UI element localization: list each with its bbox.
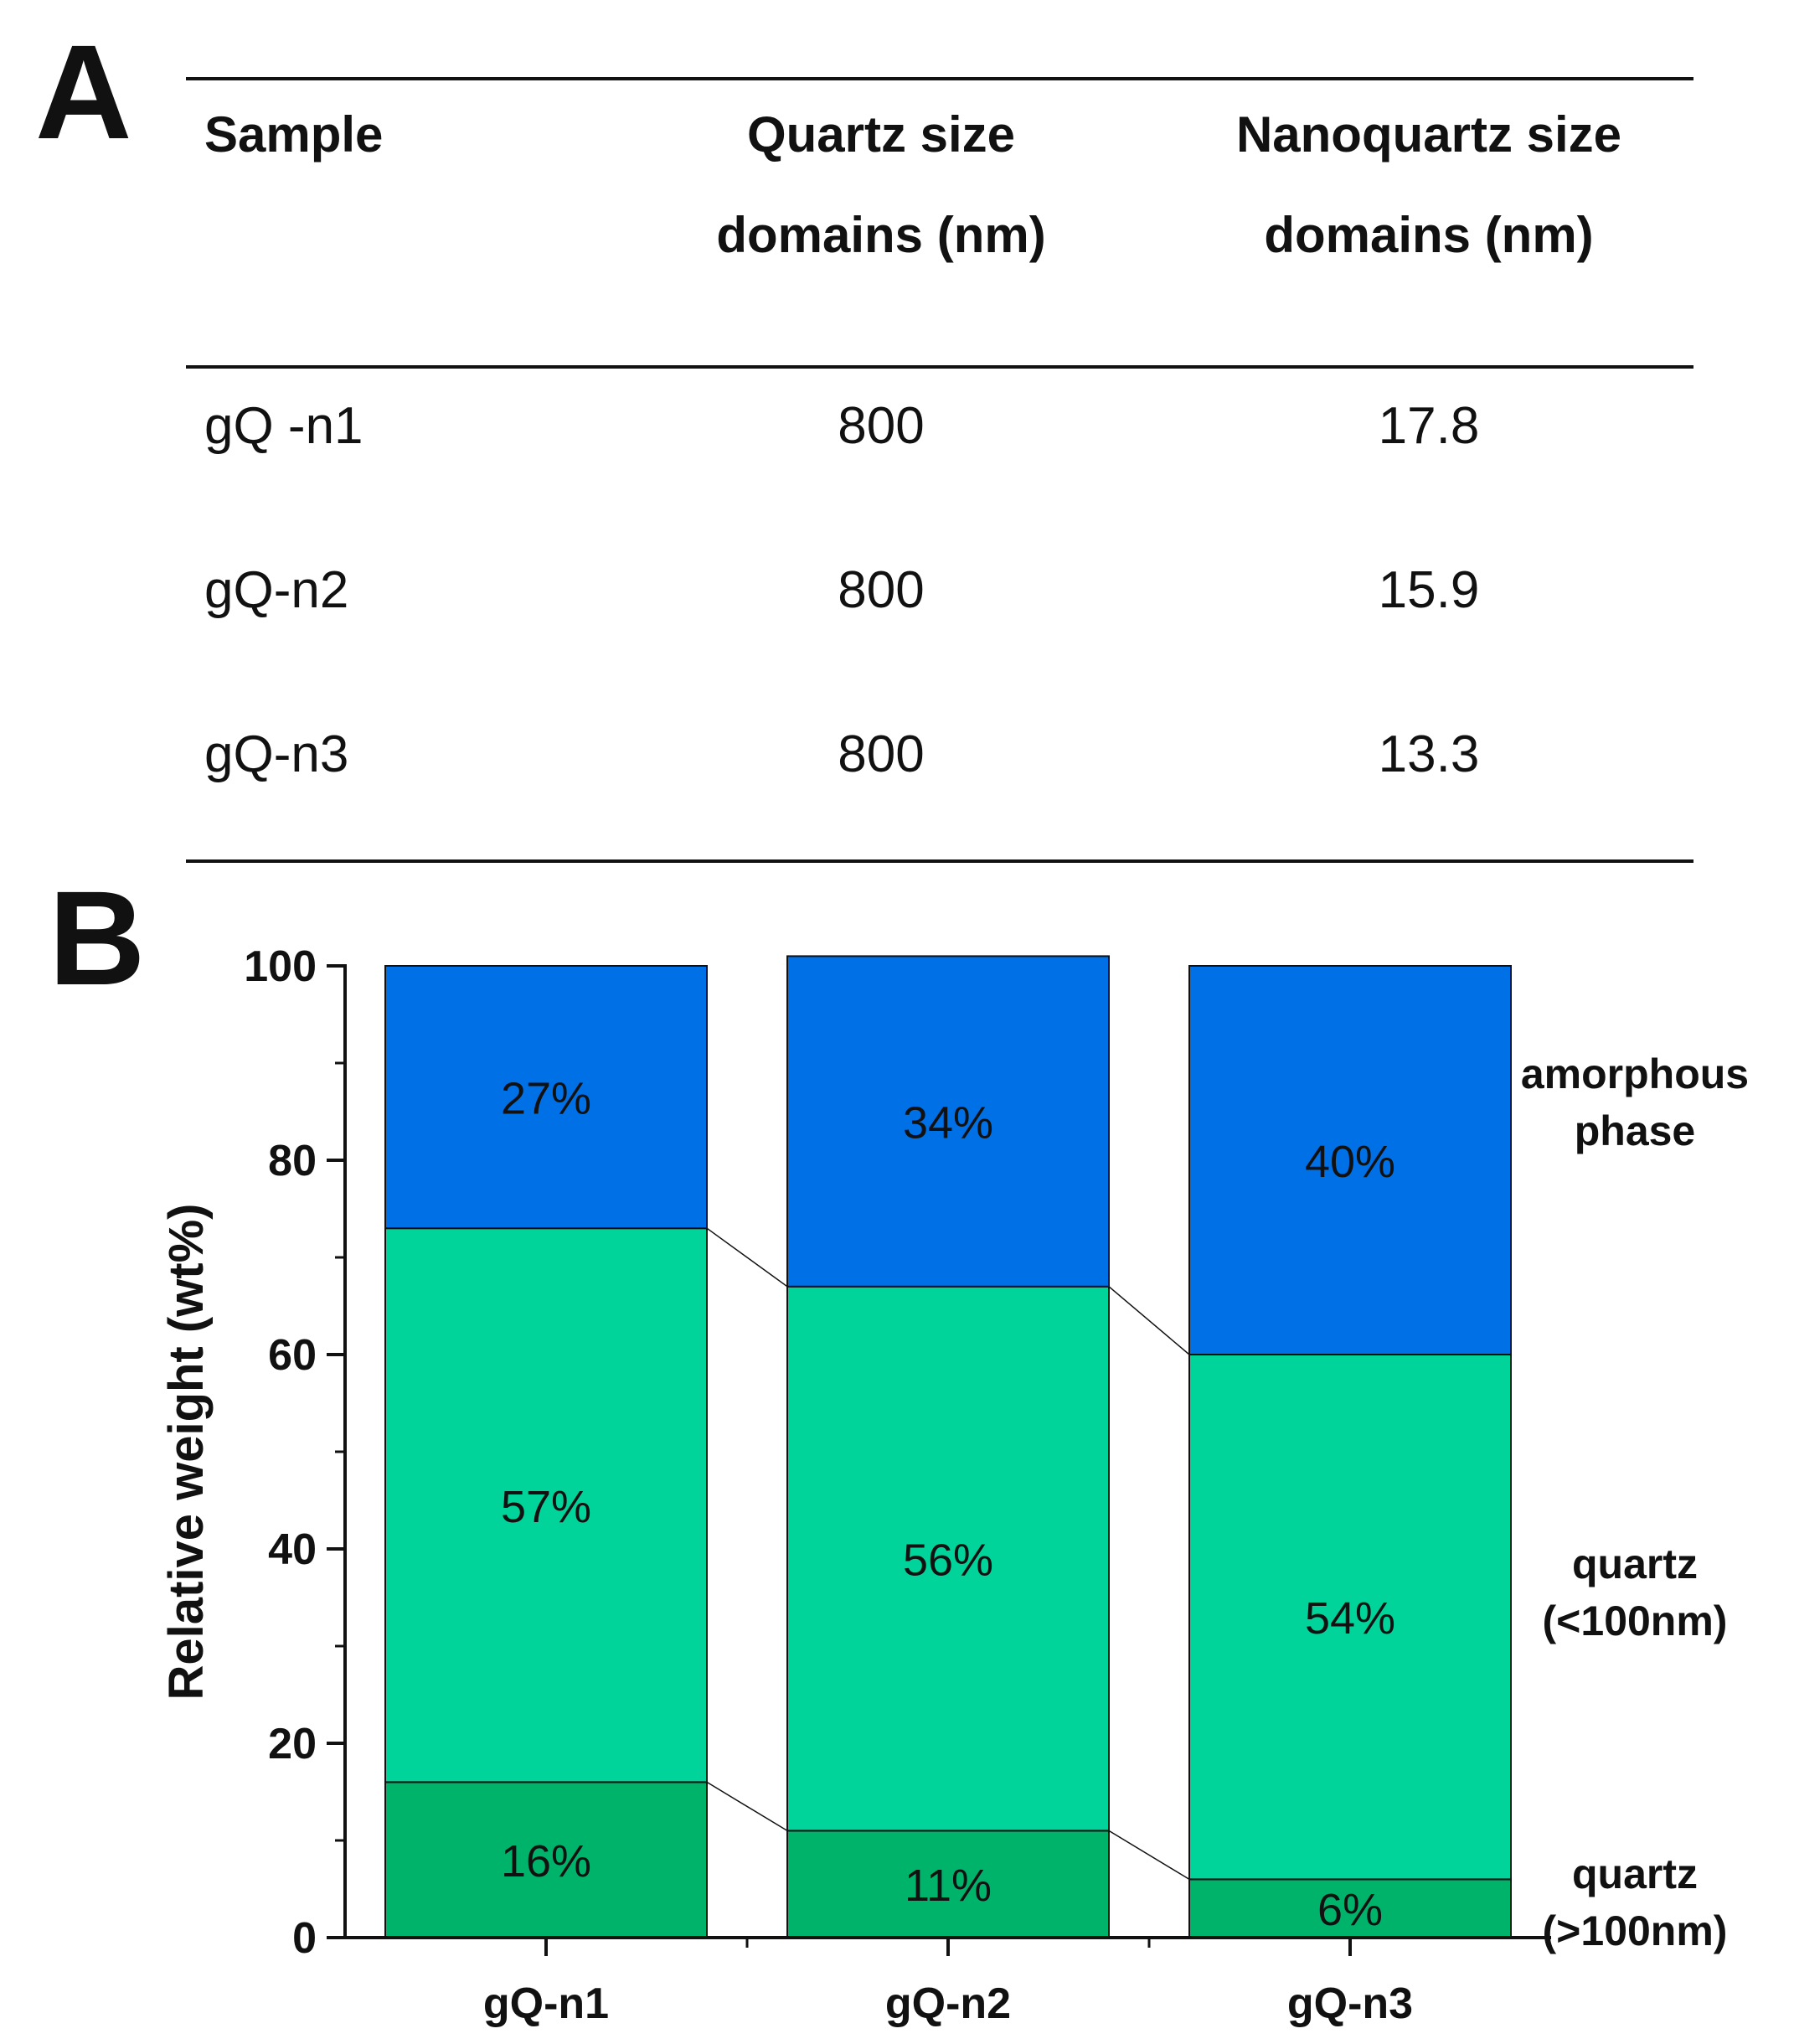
y-tick-label: 40	[268, 1525, 317, 1574]
y-tick-label: 100	[244, 942, 317, 991]
bar-segment-amorphous-phase	[384, 965, 708, 1230]
legend-label-line: (>100nm)	[1543, 1907, 1728, 1954]
x-tick-label: gQ-n3	[1287, 1979, 1413, 2028]
bar-segment-quartz-100nm-	[1188, 1354, 1512, 1881]
segment-value-label: 54%	[1305, 1593, 1395, 1644]
stack-connector-line	[706, 1227, 788, 1288]
segment-value-label: 27%	[501, 1074, 591, 1124]
table-header-nanoquartz-size: Nanoquartz size domains (nm)	[1235, 106, 1622, 263]
table-top-rule	[186, 77, 1693, 80]
y-tick-label: 20	[268, 1720, 317, 1768]
bar-segment-quartz-100nm-	[1188, 1878, 1512, 1938]
segment-value-label: 16%	[501, 1836, 591, 1887]
legend-label-line: quartz	[1572, 1541, 1698, 1587]
y-tick-label: 60	[268, 1331, 317, 1380]
table-bottom-rule	[186, 859, 1693, 863]
legend-label: quartz (<100nm)	[1543, 1541, 1728, 1644]
table-header-rule	[186, 365, 1693, 369]
legend-label: quartz (>100nm)	[1543, 1850, 1728, 1954]
y-tick-label: 0	[292, 1914, 317, 1963]
y-tick-label: 80	[268, 1137, 317, 1185]
stack-connector-line	[1108, 1830, 1190, 1881]
table-cell: 17.8	[1378, 397, 1480, 455]
panel-label-b: B	[49, 863, 146, 1013]
legend-label: amorphous phase	[1521, 1050, 1749, 1154]
table-cell: gQ -n1	[204, 397, 363, 455]
table-cell: 800	[838, 397, 925, 455]
bar-segment-amorphous-phase	[786, 955, 1110, 1288]
legend-label-line: quartz	[1572, 1850, 1698, 1897]
segment-value-label: 6%	[1317, 1885, 1383, 1935]
table-cell: gQ-n3	[204, 725, 349, 783]
table-cell: 800	[838, 725, 925, 783]
segment-value-label: 34%	[903, 1098, 993, 1148]
bar-segment-amorphous-phase	[1188, 965, 1512, 1355]
bar-segment-quartz-100nm-	[786, 1830, 1110, 1938]
legend-label-line: phase	[1575, 1107, 1696, 1154]
segment-value-label: 40%	[1305, 1137, 1395, 1187]
segment-value-label: 56%	[903, 1536, 993, 1586]
segment-value-label: 11%	[905, 1861, 992, 1911]
x-tick-label: gQ-n2	[885, 1979, 1011, 2028]
bar-segment-quartz-100nm-	[384, 1227, 708, 1783]
legend-label-line: (<100nm)	[1543, 1598, 1728, 1644]
stack-connector-line	[1108, 1286, 1190, 1355]
segment-value-label: 57%	[501, 1482, 591, 1532]
y-axis-title: Relative weight (wt%)	[159, 1204, 214, 1701]
stack-connector-line	[706, 1781, 788, 1832]
bar-segment-quartz-100nm-	[384, 1781, 708, 1938]
panel-label-a: A	[35, 17, 132, 167]
table-cell: gQ-n2	[204, 561, 349, 619]
legend-label-line: amorphous	[1521, 1050, 1749, 1097]
x-tick-label: gQ-n1	[483, 1979, 609, 2028]
table-cell: 13.3	[1378, 725, 1480, 783]
table-cell: 800	[838, 561, 925, 619]
table-header-quartz-size: Quartz size domains (nm)	[716, 106, 1046, 263]
table-header-sample: Sample	[204, 106, 384, 163]
table-cell: 15.9	[1378, 561, 1480, 619]
